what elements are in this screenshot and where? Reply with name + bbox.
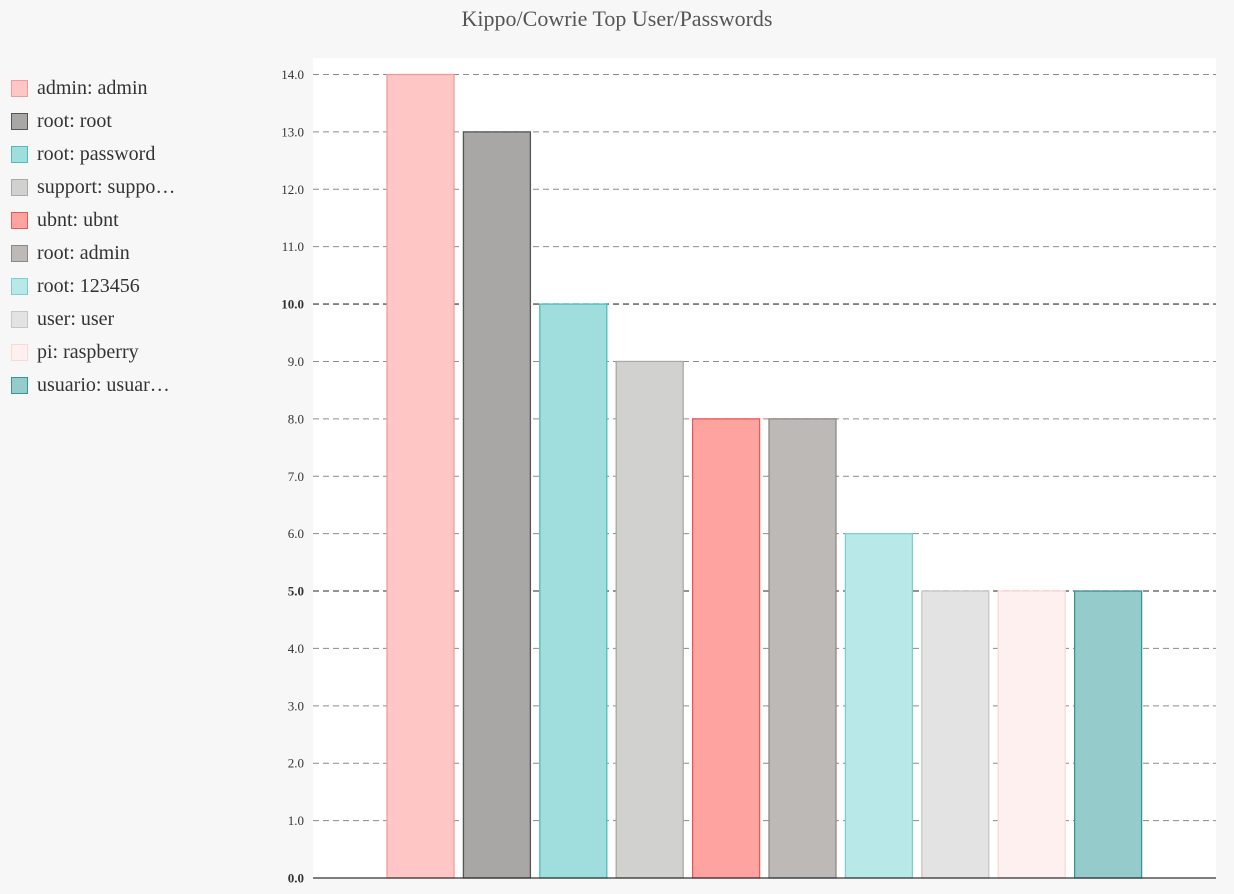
legend-label: admin: admin	[37, 77, 148, 99]
y-tick-label: 5.0	[288, 584, 304, 599]
bar[interactable]	[691, 418, 761, 879]
y-tick-label: 10.0	[281, 297, 304, 312]
legend-item[interactable]: root: root	[11, 105, 251, 138]
legend-item[interactable]: pi: raspberry	[11, 336, 251, 369]
legend-swatch	[11, 344, 28, 361]
legend-swatch	[11, 179, 28, 196]
legend-item[interactable]: root: 123456	[11, 270, 251, 303]
y-tick-label: 7.0	[288, 469, 304, 484]
y-tick-label: 14.0	[281, 67, 304, 82]
legend-swatch	[11, 377, 28, 394]
bar[interactable]	[462, 131, 532, 879]
y-tick-label: 12.0	[281, 182, 304, 197]
y-tick-label: 8.0	[288, 411, 304, 426]
y-tick-label: 13.0	[281, 124, 304, 139]
bars	[386, 73, 1143, 879]
legend-item[interactable]: root: password	[11, 138, 251, 171]
legend-label: root: root	[37, 110, 112, 132]
y-tick-label: 3.0	[288, 698, 304, 713]
y-tick-label: 6.0	[288, 526, 304, 541]
y-tick-label: 0.0	[288, 871, 304, 886]
legend-item[interactable]: root: admin	[11, 237, 251, 270]
bar[interactable]	[386, 73, 455, 879]
bar[interactable]	[1073, 590, 1143, 879]
bar[interactable]	[844, 532, 914, 879]
legend-item[interactable]: ubnt: ubnt	[11, 204, 251, 237]
legend-swatch	[11, 212, 28, 229]
bar[interactable]	[539, 303, 608, 879]
chart-title: Kippo/Cowrie Top User/Passwords	[461, 6, 773, 31]
bar[interactable]	[997, 590, 1066, 879]
legend-item[interactable]: admin: admin	[11, 72, 251, 105]
y-tick-label: 1.0	[288, 813, 304, 828]
y-tick-label: 9.0	[288, 354, 304, 369]
legend-label: user: user	[37, 308, 115, 330]
legend: admin: admin root: root root: password supp…	[11, 72, 251, 402]
legend-item[interactable]: user: user	[11, 303, 251, 336]
legend-label: root: password	[37, 143, 156, 165]
legend-label: root: 123456	[37, 275, 140, 297]
y-axis: 0.0 1.0 2.0 3.0 4.0 5.0 6.0 7.0 8.0 9.0 10.0 11.0 12…	[281, 67, 304, 886]
bar[interactable]	[768, 418, 837, 879]
legend-swatch	[11, 113, 28, 130]
legend-swatch	[11, 311, 28, 328]
y-tick-label: 4.0	[288, 641, 304, 656]
legend-swatch	[11, 80, 28, 97]
legend-swatch	[11, 245, 28, 262]
legend-swatch	[11, 146, 28, 163]
legend-label: root: admin	[37, 242, 130, 264]
bar[interactable]	[921, 590, 990, 879]
legend-item[interactable]: usuario: usuar…	[11, 369, 251, 402]
legend-swatch	[11, 278, 28, 295]
bar[interactable]	[615, 360, 684, 879]
legend-item[interactable]: support: suppo…	[11, 171, 251, 204]
legend-label: pi: raspberry	[37, 341, 139, 363]
y-tick-label: 11.0	[282, 239, 304, 254]
y-tick-label: 2.0	[288, 756, 304, 771]
legend-label: support: suppo…	[37, 176, 176, 198]
legend-label: usuario: usuar…	[37, 374, 170, 396]
legend-label: ubnt: ubnt	[37, 209, 119, 231]
